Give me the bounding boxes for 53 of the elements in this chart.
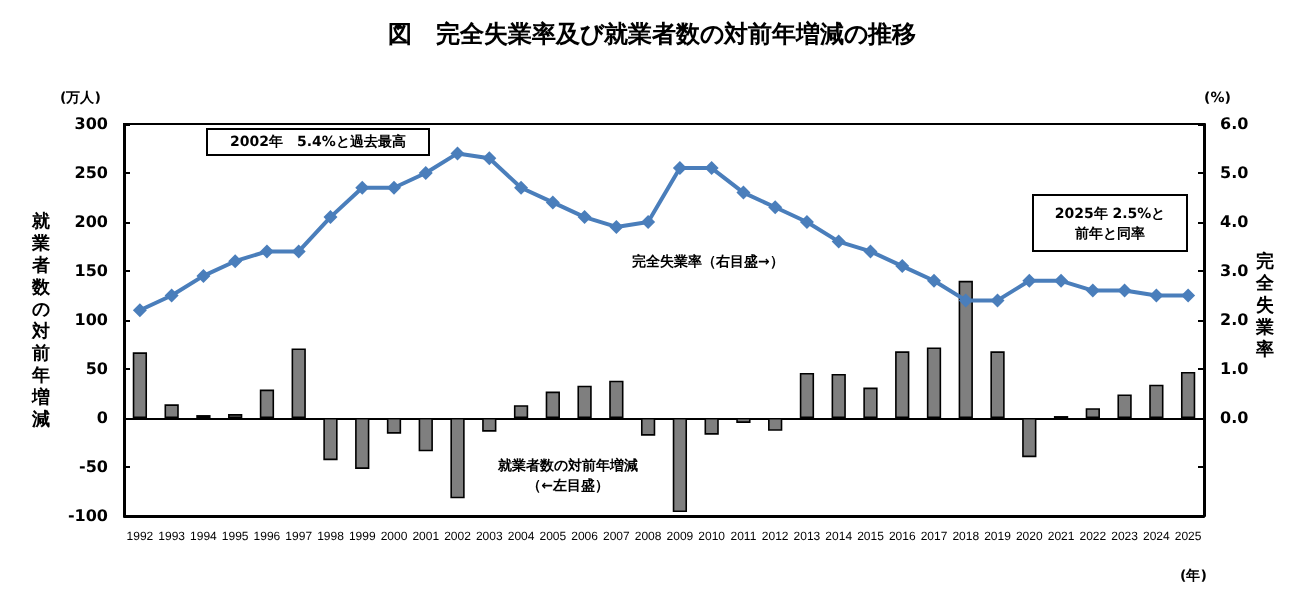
point — [863, 244, 878, 259]
y-tick-label: 50 — [85, 360, 109, 378]
y-tick-label: -50 — [79, 458, 109, 476]
point — [1117, 283, 1132, 298]
point — [387, 180, 401, 195]
point — [545, 195, 560, 210]
y2-tick-label: 3.0 — [1220, 262, 1250, 280]
point — [895, 259, 910, 274]
point — [259, 244, 274, 259]
point — [1149, 288, 1164, 303]
point — [927, 273, 941, 288]
point — [958, 293, 973, 308]
point — [736, 185, 751, 200]
point — [609, 219, 624, 234]
text: 就業者数の対前年増減 — [32, 213, 50, 431]
point — [990, 293, 1005, 308]
point — [704, 161, 719, 176]
point — [768, 200, 783, 215]
y-tick-label: 200 — [74, 213, 109, 231]
point — [577, 210, 592, 225]
point — [132, 303, 147, 318]
point — [672, 161, 687, 176]
y-tick-label: 100 — [74, 311, 109, 329]
chart-title: 図 完全失業率及び就業者数の対前年増減の推移 — [388, 20, 916, 48]
y2-tick-label: 4.0 — [1220, 213, 1250, 231]
point — [196, 268, 211, 283]
point — [1054, 273, 1069, 288]
point — [418, 166, 433, 180]
y-tick-label: -100 — [67, 507, 109, 525]
point — [1085, 283, 1100, 298]
point — [482, 151, 497, 166]
point — [641, 215, 656, 229]
y2-tick-label: 0.0 — [1220, 409, 1250, 427]
y2-tick-label: 5.0 — [1220, 164, 1250, 182]
point — [831, 234, 846, 249]
y-tick-label: 300 — [74, 115, 109, 133]
y2-tick-label: 2.0 — [1220, 311, 1250, 329]
y-tick-label: 0 — [96, 409, 109, 427]
point — [1022, 273, 1037, 288]
y-tick-label: 250 — [74, 164, 109, 182]
y2-tick-label: 6.0 — [1220, 115, 1250, 133]
point — [355, 180, 370, 195]
point — [514, 180, 529, 195]
y2-axis-title: 完全失業率 — [1254, 251, 1276, 361]
point — [323, 210, 338, 225]
y2-tick-label: 1.0 — [1220, 360, 1250, 378]
point — [228, 254, 243, 269]
point — [164, 288, 179, 303]
point — [1181, 288, 1196, 303]
y-tick-label: 150 — [74, 262, 109, 280]
point — [450, 146, 465, 161]
point — [291, 244, 306, 259]
point — [799, 215, 814, 229]
